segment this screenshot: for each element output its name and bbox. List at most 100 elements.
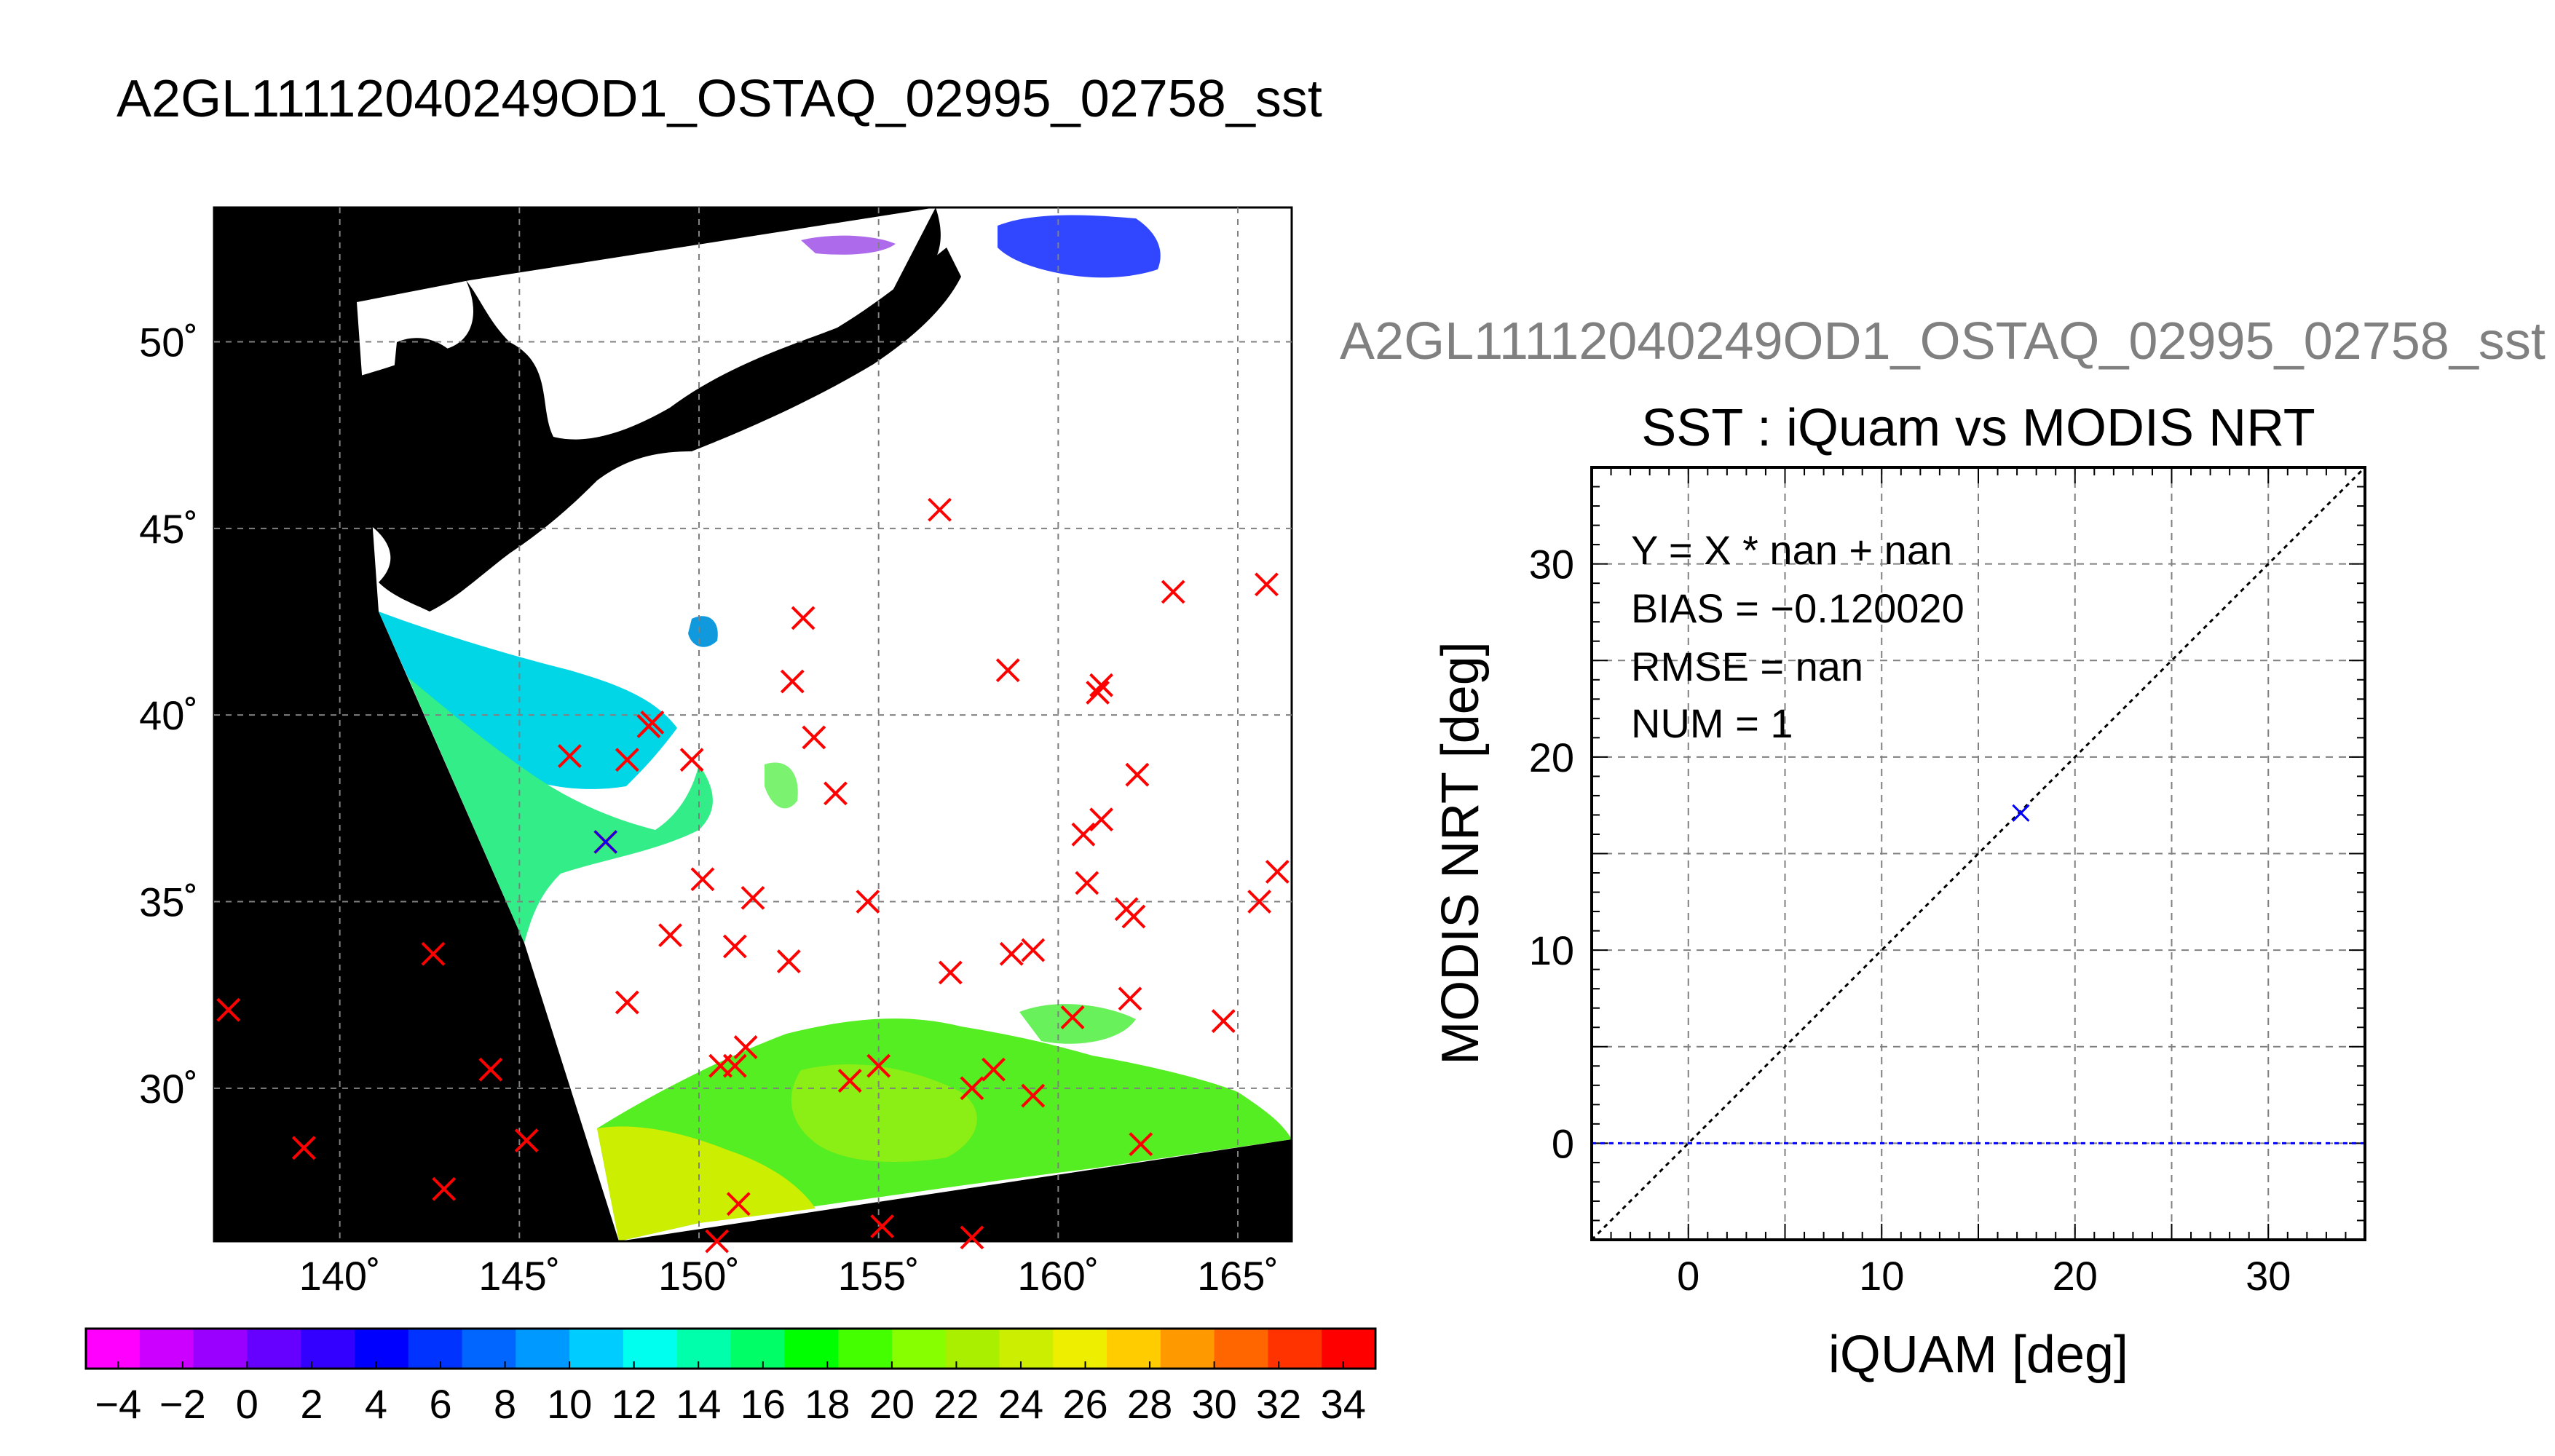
rmse-annotation: RMSE = nan — [1631, 644, 1863, 689]
map-matchup-marker — [960, 1076, 984, 1101]
scatter-x-axis-label: iQUAM [deg] — [1828, 1326, 2128, 1384]
map-matchup-marker — [1075, 871, 1099, 895]
map-matchup-marker — [1118, 986, 1142, 1011]
map-matchup-marker — [690, 867, 715, 892]
map-matchup-marker — [733, 1035, 758, 1059]
map-matchup-marker — [837, 1069, 862, 1093]
colorbar-tick-label: 32 — [1256, 1381, 1301, 1427]
map-matchup-marker — [216, 997, 241, 1022]
colorbar-segment — [354, 1329, 409, 1369]
map-matchup-marker — [432, 1176, 457, 1201]
map-matchup-marker — [615, 748, 639, 772]
colorbar-segment — [462, 1329, 516, 1369]
colorbar-segment — [1053, 1329, 1107, 1369]
map-matchup-marker — [1125, 762, 1150, 787]
map-matchup-marker — [870, 1214, 895, 1238]
map-matchup-marker — [1247, 890, 1272, 914]
colorbar-tick-label: 2 — [300, 1381, 323, 1427]
scatter-gridlines — [1592, 467, 2365, 1240]
map-gridlines — [214, 207, 1292, 1241]
map-matchup-marker — [1255, 572, 1279, 597]
map-matchup-marker — [780, 669, 805, 694]
scatter-points — [2012, 804, 2030, 822]
scatter-y-tick-label: 30 — [1529, 542, 1574, 587]
colorbar-segment — [730, 1329, 785, 1369]
colorbar-tick-label: −2 — [159, 1381, 206, 1427]
sst-field-green-specks-2 — [765, 762, 798, 809]
map-matchup-marker — [791, 606, 816, 630]
map-x-tick-label: 155˚ — [838, 1253, 920, 1299]
scatter-point — [2012, 804, 2030, 822]
colorbar-tick-label: 18 — [805, 1381, 850, 1427]
map-title: A2GL11112040249OD1_OSTAQ_02995_02758_sst — [117, 70, 1322, 128]
colorbar-tick-label: 14 — [676, 1381, 721, 1427]
colorbar-segment — [408, 1329, 463, 1369]
map-matchup-marker — [1121, 904, 1146, 929]
map-y-tick-label: 35˚ — [139, 879, 198, 925]
colorbar-segment — [1107, 1329, 1161, 1369]
map-matchup-marker — [982, 1057, 1006, 1082]
map-matchup-marker — [741, 885, 765, 910]
scatter-y-tick-label: 10 — [1529, 927, 1574, 973]
colorbar-segment — [891, 1329, 947, 1369]
one-to-one-line — [1592, 467, 2365, 1240]
colorbar-segment — [1160, 1329, 1215, 1369]
map-matchup-marker — [866, 1053, 891, 1078]
colorbar-segment — [838, 1329, 893, 1369]
colorbar-frame — [84, 1327, 1377, 1370]
map-matched-point-marker — [593, 830, 617, 854]
colorbar-segment — [1214, 1329, 1268, 1369]
bias-annotation: BIAS = −0.120020 — [1631, 585, 1964, 631]
map-x-tick-label: 145˚ — [478, 1253, 560, 1299]
colorbar-segment — [247, 1329, 301, 1369]
map-matchup-marker — [960, 1225, 984, 1250]
map-y-tick-label: 40˚ — [139, 692, 198, 738]
map-matchup-marker — [722, 934, 747, 959]
scatter-x-tick-label: 10 — [1859, 1253, 1904, 1299]
colorbar-segment — [999, 1329, 1054, 1369]
scatter-x-tick-label: 30 — [2246, 1253, 2291, 1299]
colorbar-segment — [1268, 1329, 1322, 1369]
map-matchup-marker — [291, 1136, 316, 1160]
map-x-tick-label: 150˚ — [658, 1253, 740, 1299]
scatter-frame — [1590, 466, 2366, 1241]
colorbar-tick-label: −4 — [95, 1381, 141, 1427]
map-matchup-marker — [679, 748, 704, 772]
map-matchup-marker — [726, 1192, 751, 1216]
map-matchup-marker — [1129, 1132, 1153, 1157]
scatter-title: SST : iQuam vs MODIS NRT — [1641, 399, 2315, 457]
map-matchup-marker — [856, 890, 880, 914]
colorbar-segment — [784, 1329, 839, 1369]
map-matchup-marker — [1021, 1083, 1046, 1108]
map-matchup-marker — [1089, 673, 1113, 697]
map-matchup-marker — [615, 990, 639, 1015]
colorbar-tick-label: 10 — [547, 1381, 592, 1427]
colorbar-tick-label: 0 — [236, 1381, 258, 1427]
colorbar-tick-label: 16 — [741, 1381, 786, 1427]
map-matchup-marker — [1265, 860, 1290, 884]
map-y-tick-labels: 50˚ 45˚ 40˚ 35˚ 30˚ — [139, 320, 198, 1112]
scatter-y-axis-label: MODIS NRT [deg] — [1431, 641, 1490, 1065]
map-y-tick-label: 30˚ — [139, 1066, 198, 1112]
scatter-y-tick-label: 20 — [1529, 735, 1574, 780]
colorbar-segment — [569, 1329, 624, 1369]
colorbar-tick-label: 8 — [494, 1381, 516, 1427]
map-matchup-marker — [478, 1057, 503, 1082]
colorbar-segment — [516, 1329, 570, 1369]
colorbar-tick-label: 28 — [1127, 1381, 1172, 1427]
colorbar-tick-label: 24 — [998, 1381, 1043, 1427]
colorbar-segment — [1322, 1329, 1376, 1369]
colorbar-tick-label: 22 — [933, 1381, 979, 1427]
map-matchup-marker — [802, 725, 826, 750]
colorbar-tick-label: 26 — [1062, 1381, 1107, 1427]
sst-field-cyan-patch — [688, 616, 718, 647]
map-frame — [213, 206, 1293, 1243]
map-matchup-marker — [995, 658, 1020, 683]
map-matchup-marker — [421, 941, 446, 966]
scatter-x-tick-label: 20 — [2053, 1253, 2098, 1299]
map-x-tick-label: 140˚ — [299, 1253, 381, 1299]
map-matchup-marker — [824, 781, 848, 806]
colorbar-segment — [86, 1329, 141, 1369]
colorbar-segment — [676, 1329, 731, 1369]
map-matchup-marker — [1211, 1009, 1236, 1033]
